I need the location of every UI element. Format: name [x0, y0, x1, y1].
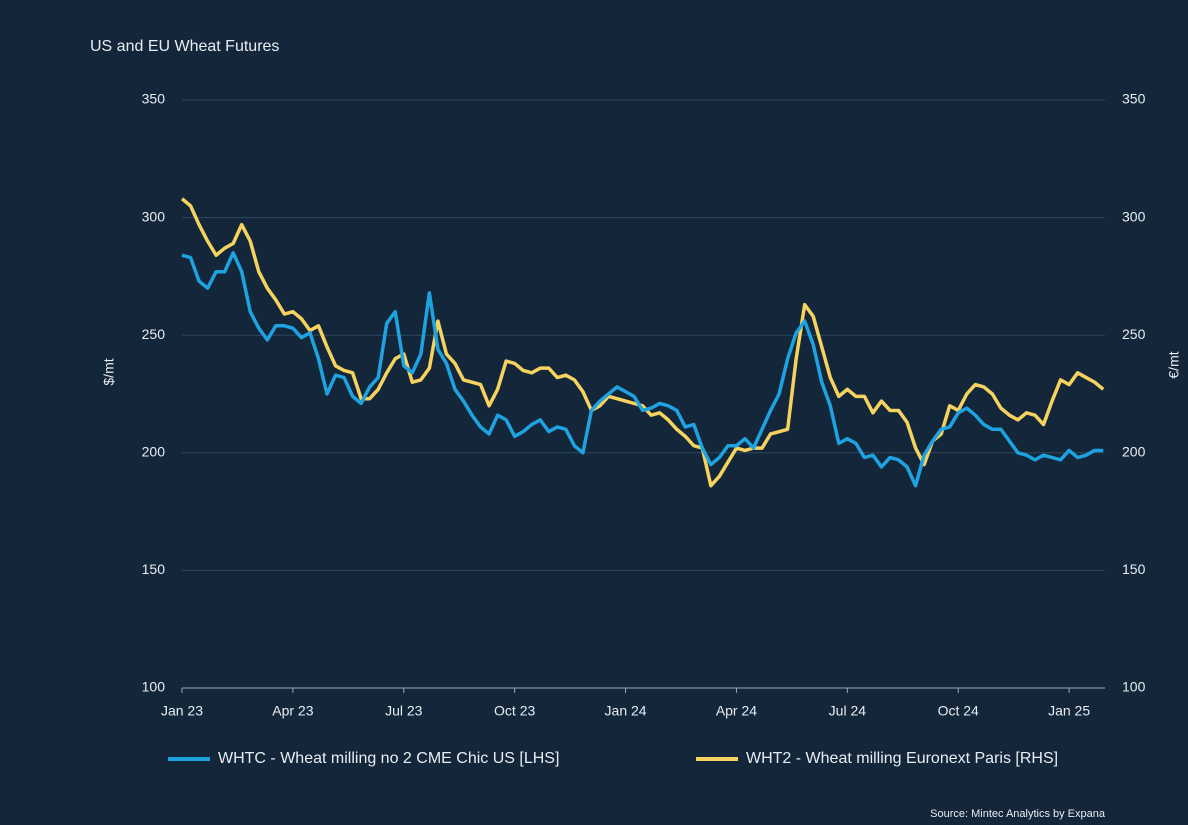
y2-tick-label: 350: [1122, 91, 1146, 107]
legend-label: WHT2 - Wheat milling Euronext Paris [RHS…: [746, 750, 1058, 767]
y-tick-label: 150: [142, 561, 166, 577]
x-tick-label: Jul 24: [829, 703, 867, 719]
x-tick-label: Jan 23: [161, 703, 203, 719]
x-tick-label: Jan 24: [605, 703, 647, 719]
y-tick-label: 200: [142, 444, 166, 460]
x-tick-label: Oct 23: [494, 703, 535, 719]
x-tick-label: Oct 24: [938, 703, 979, 719]
y2-tick-label: 300: [1122, 208, 1146, 224]
y2-axis-label: €/mt: [1166, 351, 1182, 378]
series-line: [181, 251, 1104, 488]
x-tick-label: Apr 23: [272, 703, 313, 719]
legend-label: WHTC - Wheat milling no 2 CME Chic US [L…: [218, 750, 559, 767]
x-tick-label: Apr 24: [716, 703, 757, 719]
y-tick-label: 250: [142, 326, 166, 342]
y2-tick-label: 200: [1122, 444, 1146, 460]
chart-title: US and EU Wheat Futures: [90, 38, 279, 55]
x-tick-label: Jan 25: [1048, 703, 1090, 719]
x-tick-label: Jul 23: [385, 703, 423, 719]
y2-tick-label: 150: [1122, 561, 1146, 577]
y-tick-label: 300: [142, 208, 166, 224]
y2-tick-label: 100: [1122, 679, 1146, 695]
y-axis-label: $/mt: [101, 358, 117, 385]
source-note: Source: Mintec Analytics by Expana: [930, 808, 1106, 820]
y-tick-label: 100: [142, 679, 166, 695]
series-line: [180, 197, 1105, 488]
y2-tick-label: 250: [1122, 326, 1146, 342]
y-tick-label: 350: [142, 91, 166, 107]
